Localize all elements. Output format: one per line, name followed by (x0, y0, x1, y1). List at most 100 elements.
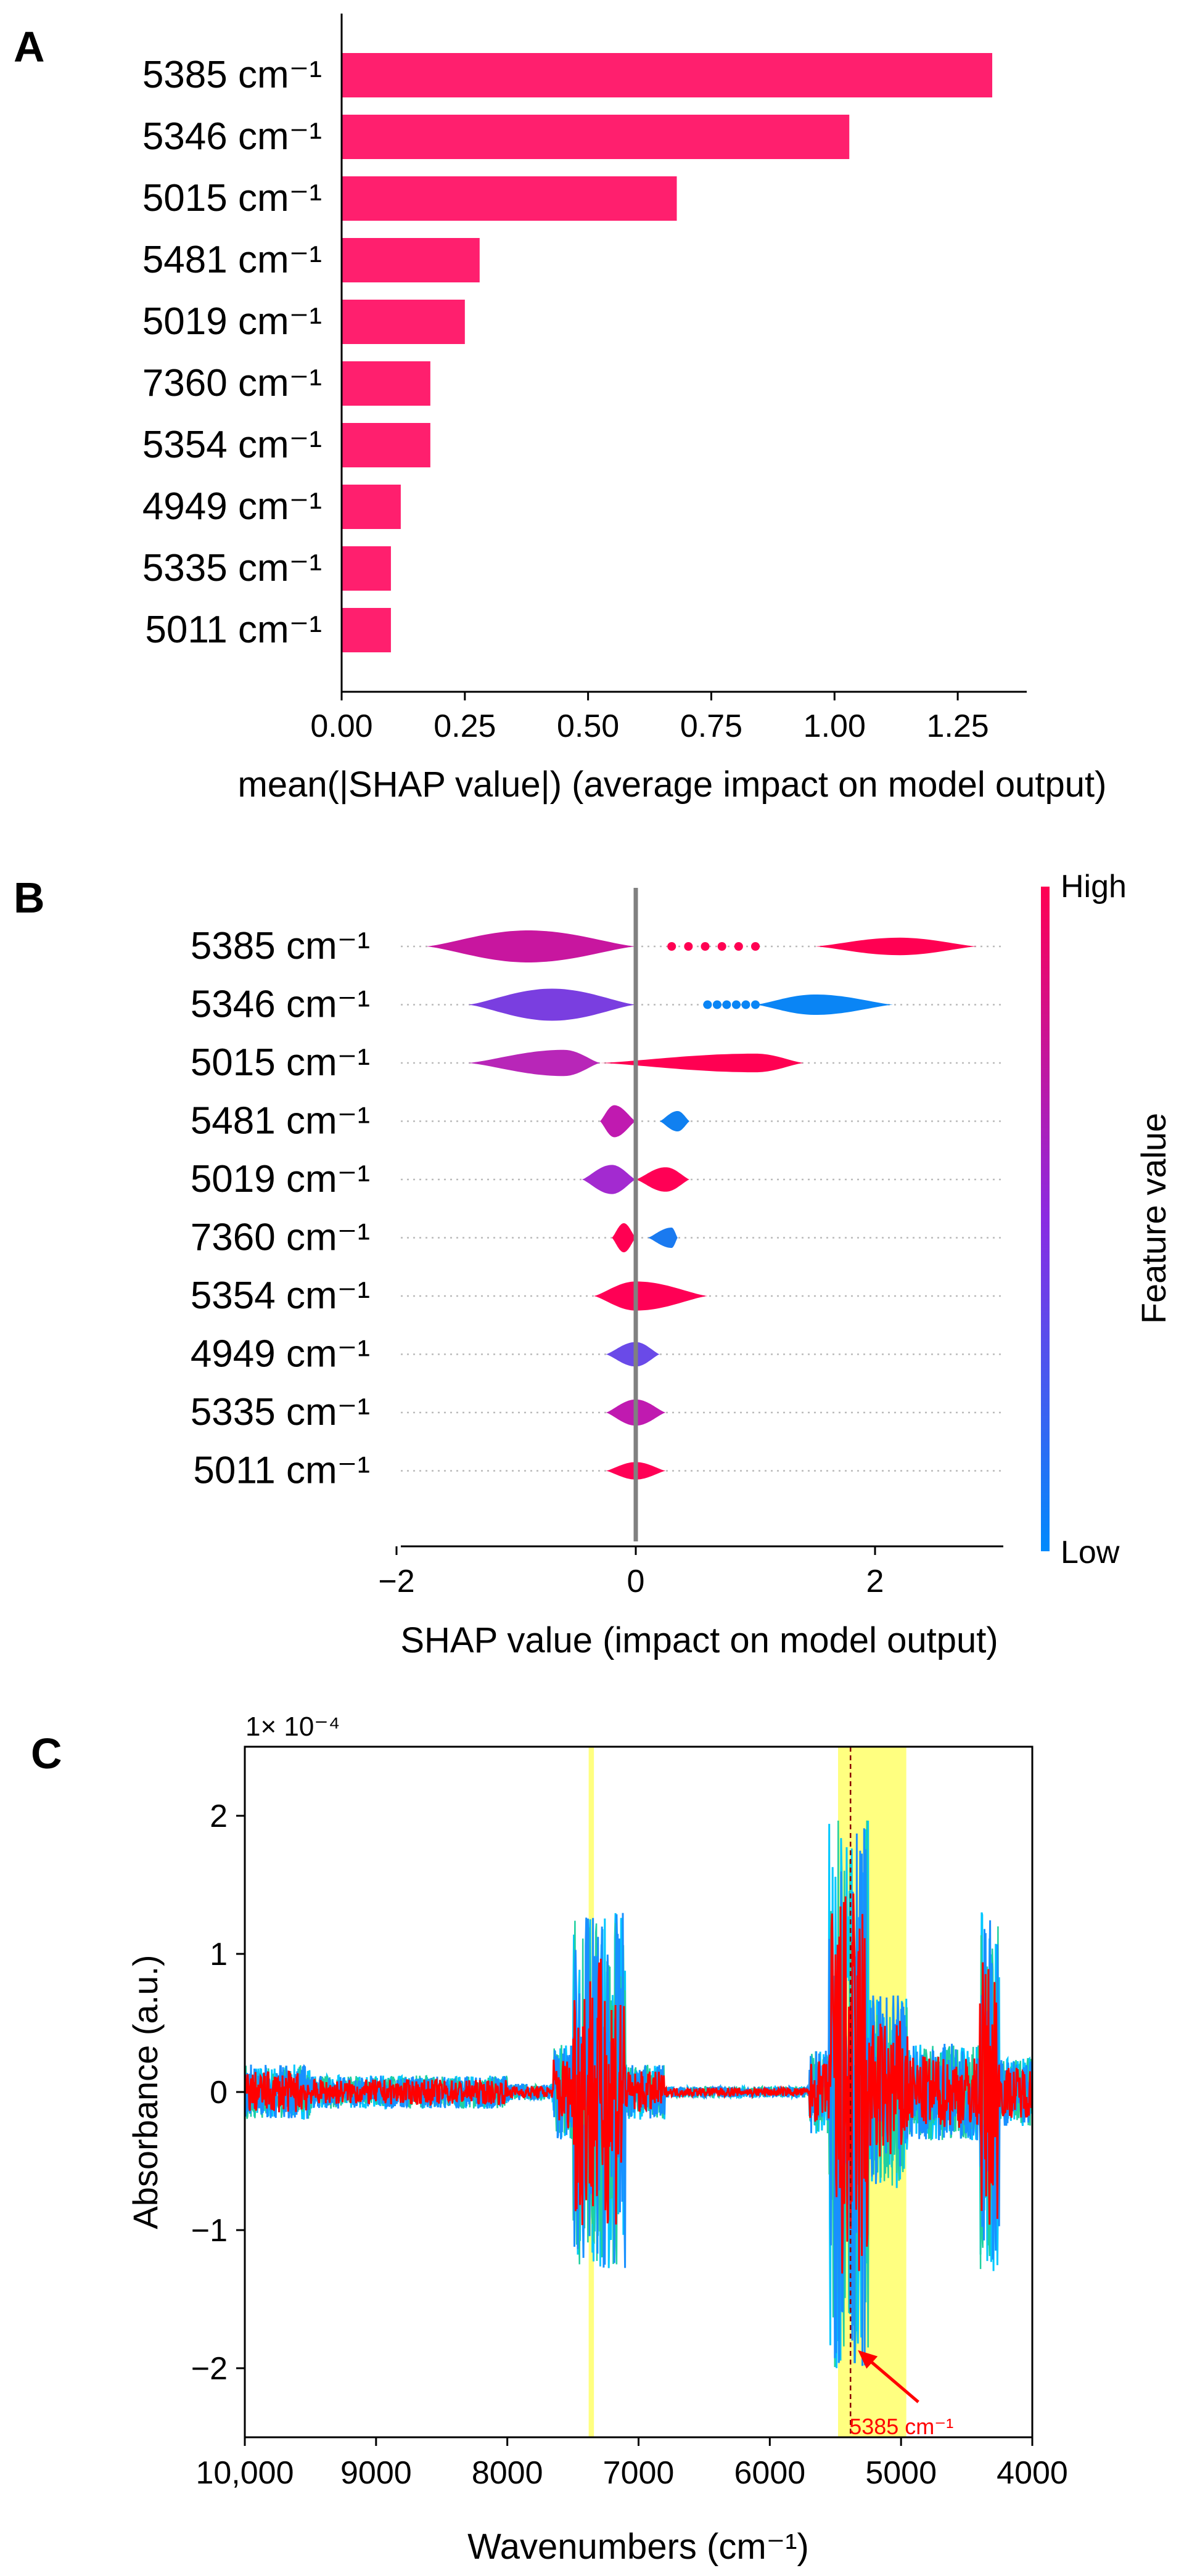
panel-b-category-label: 5335 cm⁻¹ (191, 1391, 370, 1434)
panel-b-row-guides (401, 945, 1003, 1472)
panel-a: A 5385 cm⁻¹ 5346 cm⁻¹ 5015 cm⁻¹ 5481 cm⁻¹ 50… (14, 14, 1106, 805)
panel-b-violin (468, 1049, 600, 1077)
panel-a-bar (342, 115, 850, 159)
panel-c: C 1× 10⁻⁴ 10,000 9000 8000 7000 6000 5000 4000… (31, 1712, 1068, 2567)
panel-b-violin (426, 930, 636, 962)
annotation-arrow (863, 2354, 919, 2403)
panel-a-x-tick-label: 0.00 (310, 708, 372, 744)
panel-c-x-tick-label: 10,000 (195, 2455, 294, 2491)
panel-a-x-tick-label: 1.00 (804, 708, 866, 744)
panel-b-category-label: 5346 cm⁻¹ (191, 983, 370, 1026)
panel-a-x-tick-label: 0.25 (434, 708, 496, 744)
panel-b-violin (599, 1105, 636, 1138)
panel-b-dot (734, 942, 743, 951)
panel-a-bar (342, 238, 480, 282)
panel-c-x-tick-label: 8000 (472, 2455, 543, 2491)
panel-b-violin (468, 988, 636, 1021)
panel-a-category-label: 5011 cm⁻¹ (145, 609, 322, 651)
panel-a-category-label: 5335 cm⁻¹ (142, 547, 322, 589)
panel-c-y-tick-label: 2 (210, 1799, 228, 1834)
panel-c-y-tick-label: 1 (210, 1937, 228, 1972)
panel-b-category-labels: 5385 cm⁻¹ 5346 cm⁻¹ 5015 cm⁻¹ 5481 cm⁻¹ 5019… (191, 925, 370, 1492)
colorbar-high-label: High (1061, 869, 1127, 904)
panel-a-x-tick-label: 0.50 (557, 708, 619, 744)
panel-b-violin (659, 1111, 690, 1131)
panel-b-violin (755, 995, 894, 1015)
panel-a-category-label: 5015 cm⁻¹ (142, 177, 322, 219)
panel-c-x-tick-label: 7000 (603, 2455, 675, 2491)
panel-a-bar (342, 300, 465, 344)
panel-b-violin (636, 1167, 690, 1192)
panel-c-x-tick-label: 6000 (734, 2455, 805, 2491)
panel-a-bars (342, 53, 993, 652)
panel-c-x-tick-label: 5000 (865, 2455, 937, 2491)
colorbar-label: Feature value (1134, 1113, 1173, 1324)
panel-a-bar (342, 485, 401, 529)
panel-c-xlabel: Wavenumbers (cm⁻¹) (467, 2527, 809, 2567)
panel-b-violin (815, 937, 977, 956)
panel-b-violins (426, 930, 977, 1480)
panel-a-x-tick-label: 1.25 (926, 708, 989, 744)
panel-a-x-tick-label: 0.75 (680, 708, 742, 744)
panel-c-y-tick-label: 0 (210, 2075, 228, 2110)
panel-a-x-ticks: 0.00 0.25 0.50 0.75 1.00 1.25 (310, 692, 989, 744)
panel-a-category-labels: 5385 cm⁻¹ 5346 cm⁻¹ 5015 cm⁻¹ 5481 cm⁻¹ 5019… (142, 54, 322, 651)
panel-a-bar (342, 361, 430, 406)
panel-a-bar (342, 53, 993, 97)
panel-c-x-tick-label: 4000 (997, 2455, 1068, 2491)
panel-c-x-ticks: 10,000 9000 8000 7000 6000 5000 4000 (195, 2437, 1068, 2491)
colorbar (1041, 887, 1050, 1551)
panel-b-dot (751, 1000, 760, 1009)
panel-a-xlabel: mean(|SHAP value|) (average impact on mo… (238, 765, 1107, 805)
panel-b-category-label: 5354 cm⁻¹ (191, 1274, 370, 1317)
panel-a-bar (342, 546, 391, 591)
panel-b-dot (667, 942, 676, 951)
panel-b-dot (703, 1000, 712, 1009)
panel-b-category-label: 5481 cm⁻¹ (191, 1100, 370, 1142)
panel-a-letter: A (14, 23, 45, 71)
panel-b: B 5385 cm⁻¹ 5346 cm⁻¹ 5015 cm⁻¹ 5481 cm⁻¹ 50… (14, 869, 1173, 1660)
panel-a-category-label: 5346 cm⁻¹ (142, 115, 322, 158)
panel-b-dot (684, 942, 693, 951)
panel-b-dot (741, 1000, 750, 1009)
colorbar-low-label: Low (1061, 1535, 1120, 1570)
panel-b-xlabel: SHAP value (impact on model output) (400, 1620, 998, 1660)
panel-b-x-tick-label: 0 (627, 1564, 645, 1599)
panel-b-x-tick-label: −2 (378, 1564, 414, 1599)
panel-b-violin (582, 1165, 636, 1194)
panel-b-dot (717, 942, 726, 951)
panel-c-letter: C (31, 1729, 62, 1778)
spectra-traces (245, 1820, 1032, 2368)
panel-b-category-label: 7360 cm⁻¹ (191, 1216, 370, 1259)
panel-b-violin (647, 1228, 678, 1248)
panel-c-y-tick-label: −1 (191, 2213, 228, 2249)
panel-b-violin (594, 1281, 708, 1311)
panel-c-y-tick-label: −2 (191, 2351, 228, 2387)
spectrum-trace (245, 1893, 1032, 2274)
panel-b-violin (612, 1223, 636, 1253)
panel-b-category-label: 4949 cm⁻¹ (191, 1333, 370, 1376)
panel-b-category-label: 5019 cm⁻¹ (191, 1158, 370, 1200)
panel-a-category-label: 5385 cm⁻¹ (142, 54, 322, 96)
panel-b-dot (751, 942, 760, 951)
panel-b-category-label: 5011 cm⁻¹ (193, 1450, 370, 1492)
panel-a-category-label: 4949 cm⁻¹ (142, 485, 322, 528)
panel-c-y-ticks: −2 −1 0 1 2 (191, 1799, 245, 2387)
panel-b-violin (606, 1342, 660, 1367)
panel-a-category-label: 5019 cm⁻¹ (142, 300, 322, 343)
panel-b-dot (731, 1000, 741, 1009)
panel-a-category-label: 5354 cm⁻¹ (142, 424, 322, 466)
panel-a-category-label: 5481 cm⁻¹ (142, 239, 322, 281)
panel-b-letter: B (14, 874, 45, 922)
panel-b-category-label: 5385 cm⁻¹ (191, 925, 370, 967)
panel-b-dot (722, 1000, 731, 1009)
panel-c-x-tick-label: 9000 (340, 2455, 412, 2491)
annotation-label: 5385 cm⁻¹ (849, 2414, 953, 2439)
panel-b-dot (701, 942, 710, 951)
panel-c-ylabel: Absorbance (a.u.) (126, 1955, 165, 2229)
panel-b-category-label: 5015 cm⁻¹ (191, 1041, 370, 1084)
panel-b-x-tick-label: 2 (866, 1564, 884, 1599)
panel-a-bar (342, 608, 391, 652)
annotation-arrowhead (858, 2350, 878, 2369)
